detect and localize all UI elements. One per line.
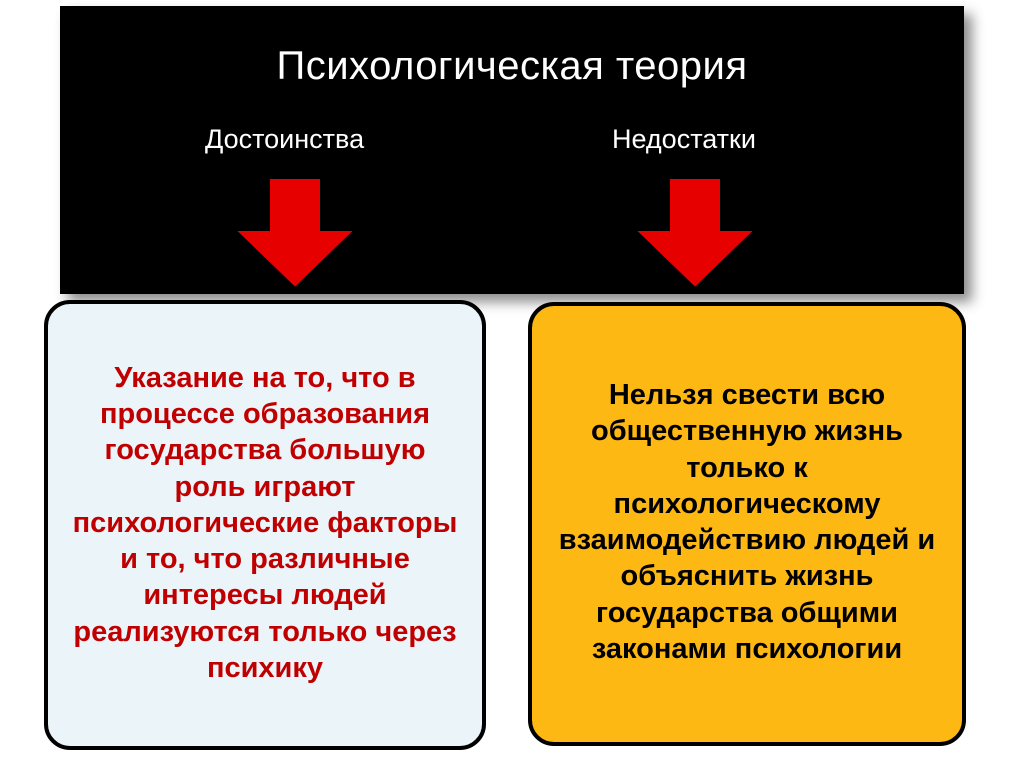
advantages-text: Указание на то, что в процессе образован… [70, 360, 460, 686]
arrow-down-icon [635, 178, 755, 288]
disadvantages-text: Нельзя свести всю общественную жизнь тол… [554, 377, 940, 667]
header-block: Психологическая теория Достоинства Недос… [60, 6, 964, 294]
arrow-down-left [235, 178, 355, 288]
arrow-down-icon [235, 178, 355, 288]
column-header-advantages: Достоинства [205, 124, 364, 155]
slide-title: Психологическая теория [60, 44, 964, 89]
column-header-disadvantages: Недостатки [612, 124, 756, 155]
slide: Психологическая теория Достоинства Недос… [0, 0, 1024, 767]
arrow-polygon [235, 178, 355, 288]
arrow-down-right [635, 178, 755, 288]
disadvantages-card: Нельзя свести всю общественную жизнь тол… [528, 302, 966, 746]
advantages-card: Указание на то, что в процессе образован… [44, 300, 486, 750]
arrow-polygon [635, 178, 755, 288]
